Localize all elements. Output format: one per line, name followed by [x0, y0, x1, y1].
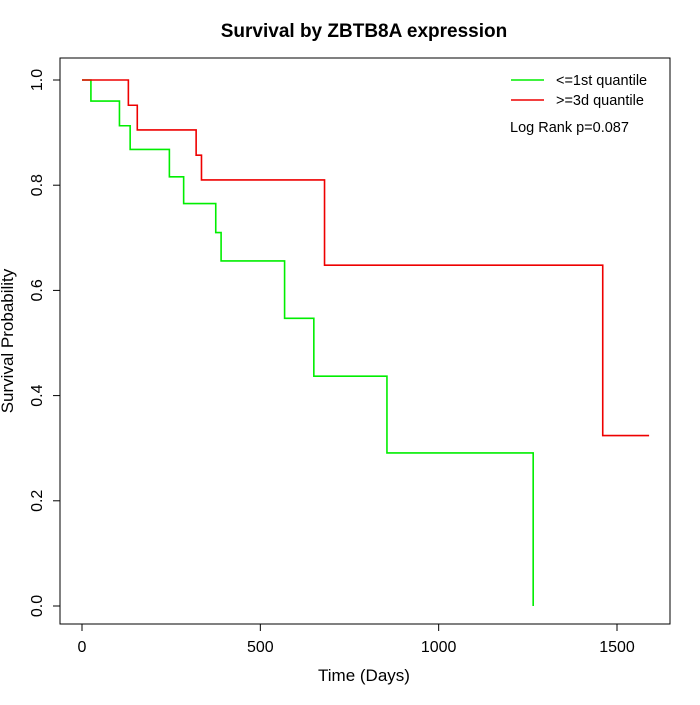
series-line-1	[82, 79, 534, 606]
x-tick-label: 500	[247, 639, 274, 656]
y-tick-label: 0.0	[29, 595, 46, 617]
legend-label-2: >=3d quantile	[556, 93, 644, 109]
y-tick-label: 0.4	[29, 384, 46, 406]
log-rank-annotation: Log Rank p=0.087	[510, 120, 629, 136]
x-tick-label: 0	[78, 639, 87, 656]
plot-frame	[59, 57, 671, 625]
y-axis: 0.0 0.2 0.4 0.6 0.8 1.0	[29, 69, 61, 617]
chart-title: Survival by ZBTB8A expression	[221, 21, 508, 42]
y-tick-label: 0.8	[29, 174, 46, 196]
series-line-2	[82, 79, 650, 437]
x-tick-label: 1000	[421, 639, 457, 656]
y-tick-label: 0.6	[29, 279, 46, 301]
series-layer	[82, 79, 650, 606]
x-tick-label: 1500	[599, 639, 635, 656]
y-axis-label: Survival Probability	[0, 268, 17, 413]
y-tick-label: 0.2	[29, 490, 46, 512]
x-axis-label: Time (Days)	[318, 666, 410, 685]
x-axis: 0 500 1000 1500	[78, 623, 635, 656]
legend: <=1st quantile >=3d quantile	[511, 73, 647, 109]
legend-label-1: <=1st quantile	[556, 73, 647, 89]
y-tick-label: 1.0	[29, 69, 46, 91]
